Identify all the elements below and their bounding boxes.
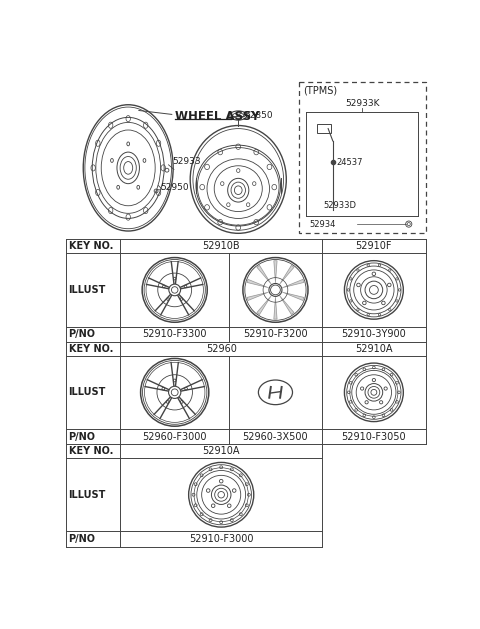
Text: KEY NO.: KEY NO. — [69, 344, 113, 354]
Polygon shape — [280, 296, 294, 314]
Text: 52950: 52950 — [161, 182, 190, 192]
Text: 52910-3Y900: 52910-3Y900 — [341, 329, 406, 339]
Text: 52933: 52933 — [172, 157, 201, 166]
Text: WHEEL ASSY: WHEEL ASSY — [175, 110, 259, 123]
Text: P/NO: P/NO — [69, 329, 96, 339]
Text: 52933K: 52933K — [345, 99, 380, 108]
Text: 52933D: 52933D — [324, 201, 357, 210]
Text: 52910A: 52910A — [355, 344, 393, 354]
Polygon shape — [280, 265, 294, 284]
Polygon shape — [282, 279, 304, 287]
Text: 52960-F3000: 52960-F3000 — [143, 431, 207, 442]
Text: 24537: 24537 — [336, 158, 362, 167]
Text: (TPMS): (TPMS) — [303, 86, 337, 96]
Polygon shape — [282, 292, 304, 301]
Text: KEY NO.: KEY NO. — [69, 242, 113, 252]
Text: 52910-F3050: 52910-F3050 — [342, 431, 406, 442]
Text: 52960-3X500: 52960-3X500 — [242, 431, 308, 442]
Text: P/NO: P/NO — [69, 534, 96, 544]
Polygon shape — [247, 292, 269, 301]
Polygon shape — [257, 296, 271, 314]
Polygon shape — [257, 265, 271, 284]
Text: ILLUST: ILLUST — [69, 285, 106, 295]
Polygon shape — [274, 297, 277, 319]
Text: 52910-F3200: 52910-F3200 — [243, 329, 308, 339]
Text: 52910B: 52910B — [203, 242, 240, 252]
Text: 62850: 62850 — [244, 111, 273, 120]
Text: 52910-F3000: 52910-F3000 — [189, 534, 253, 544]
Text: 52934: 52934 — [310, 220, 336, 228]
Text: ILLUST: ILLUST — [69, 490, 106, 500]
Text: 52910F: 52910F — [356, 242, 392, 252]
Text: P/NO: P/NO — [69, 431, 96, 442]
Text: ILLUST: ILLUST — [69, 387, 106, 398]
Polygon shape — [274, 260, 277, 283]
Polygon shape — [247, 279, 269, 287]
Text: 52910A: 52910A — [203, 446, 240, 456]
Text: KEY NO.: KEY NO. — [69, 446, 113, 456]
Text: 52960: 52960 — [206, 344, 237, 354]
Text: 52910-F3300: 52910-F3300 — [143, 329, 207, 339]
